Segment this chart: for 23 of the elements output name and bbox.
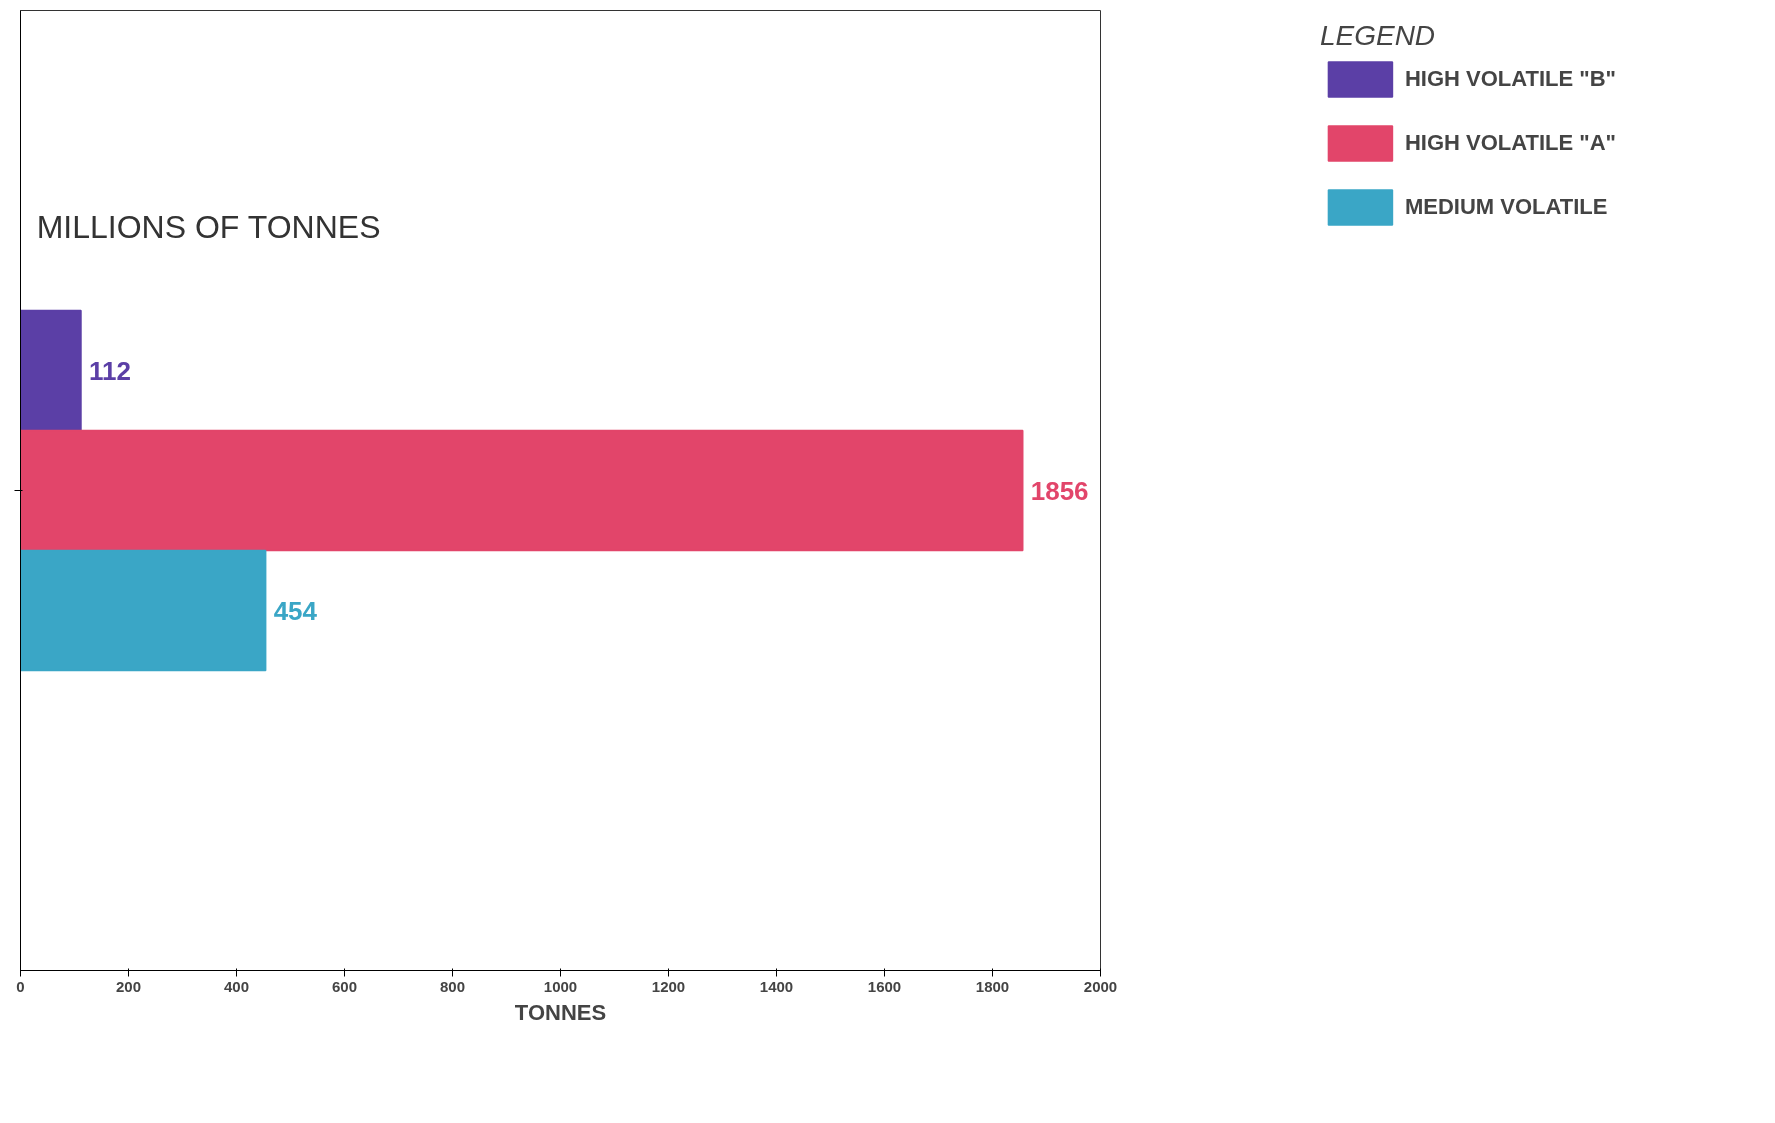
legend-title: LEGEND	[1319, 20, 1437, 52]
x-tick-label: 800	[439, 977, 466, 995]
x-tick-label: 400	[223, 977, 250, 995]
data-label: 112	[88, 355, 131, 386]
x-tick-label: 600	[331, 977, 358, 995]
x-tick-label: 200	[115, 977, 142, 995]
bar	[20, 549, 267, 672]
legend-label: MEDIUM VOLATILE	[1404, 194, 1608, 220]
x-tick-label: 1400	[759, 977, 794, 995]
x-tick-label: 1600	[867, 977, 902, 995]
x-axis-title: TONNES	[514, 999, 607, 1025]
x-tick-label: 1800	[975, 977, 1010, 995]
annotation: MILLIONS OF TONNES	[36, 208, 381, 245]
x-tick-label: 0	[16, 977, 25, 995]
bar	[20, 309, 82, 432]
data-label: 1856	[1030, 475, 1089, 506]
x-tick-label: 1200	[651, 977, 686, 995]
x-tick-label: 1000	[543, 977, 578, 995]
x-tick-label: 2000	[1083, 977, 1118, 995]
bar	[20, 429, 1024, 552]
legend-label: HIGH VOLATILE "B"	[1404, 66, 1617, 92]
data-label: 454	[273, 595, 318, 626]
legend-label: HIGH VOLATILE "A"	[1404, 130, 1617, 156]
